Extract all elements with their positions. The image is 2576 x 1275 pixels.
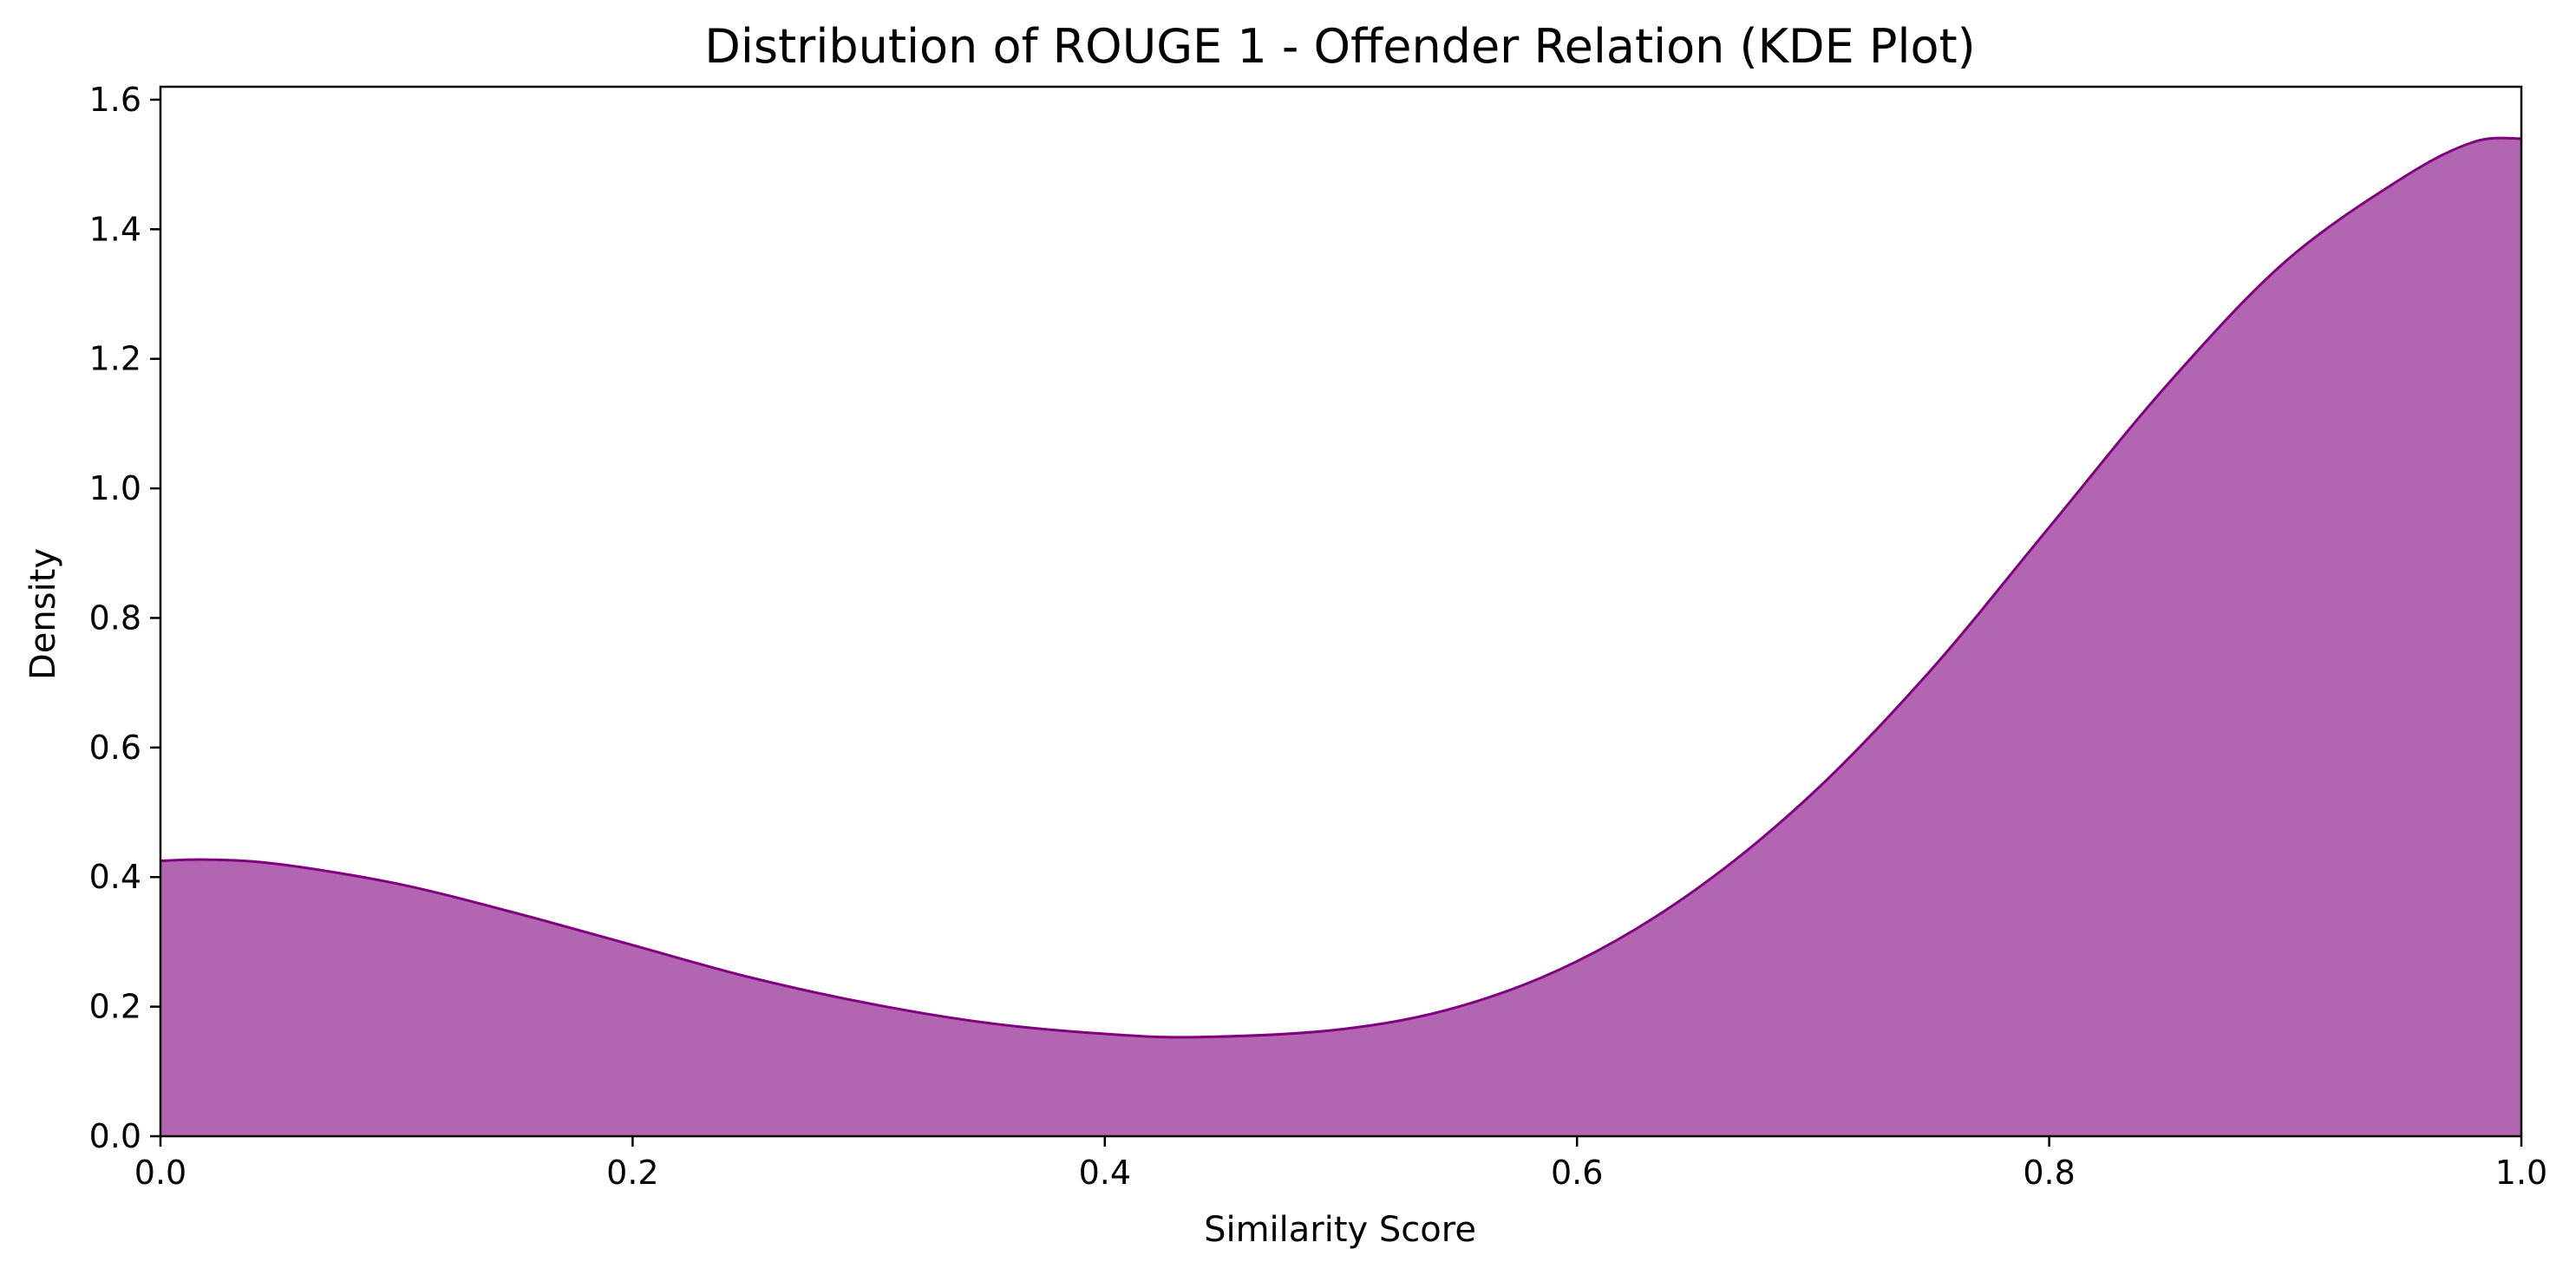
y-tick-label: 0.6 bbox=[89, 729, 141, 767]
y-tick-label: 1.4 bbox=[89, 210, 141, 248]
x-axis: 0.0 0.2 0.4 0.6 0.8 1.0 bbox=[134, 1136, 2547, 1192]
x-tick-label: 0.6 bbox=[1551, 1154, 1603, 1192]
y-tick-label: 0.4 bbox=[89, 858, 141, 896]
kde-curve-line-0 bbox=[160, 136, 2522, 1039]
y-tick-label: 0.8 bbox=[89, 598, 141, 637]
x-tick-label: 0.2 bbox=[606, 1154, 658, 1192]
y-axis: 0.0 0.2 0.4 0.6 0.8 1.0 1.2 1.4 1.6 bbox=[89, 81, 160, 1155]
y-axis-label: Density bbox=[23, 548, 63, 680]
plot-frame bbox=[159, 85, 2523, 1138]
y-tick-label: 0.0 bbox=[89, 1117, 141, 1155]
x-axis-label: Similarity Score bbox=[1204, 1210, 1476, 1250]
plot-area bbox=[159, 85, 2523, 1138]
chart-title: Distribution of ROUGE 1 - Offender Relat… bbox=[704, 19, 1976, 74]
x-tick-label: 0.4 bbox=[1079, 1154, 1131, 1192]
kde-area-fill-0 bbox=[160, 138, 2521, 1136]
x-tick-label: 0.8 bbox=[2023, 1154, 2075, 1192]
x-tick-label: 1.0 bbox=[2495, 1154, 2547, 1192]
y-tick-label: 1.6 bbox=[89, 81, 141, 119]
x-tick-label: 0.0 bbox=[134, 1154, 186, 1192]
y-tick-label: 1.2 bbox=[89, 340, 141, 378]
y-tick-label: 1.0 bbox=[89, 469, 141, 507]
y-tick-label: 0.2 bbox=[89, 988, 141, 1026]
